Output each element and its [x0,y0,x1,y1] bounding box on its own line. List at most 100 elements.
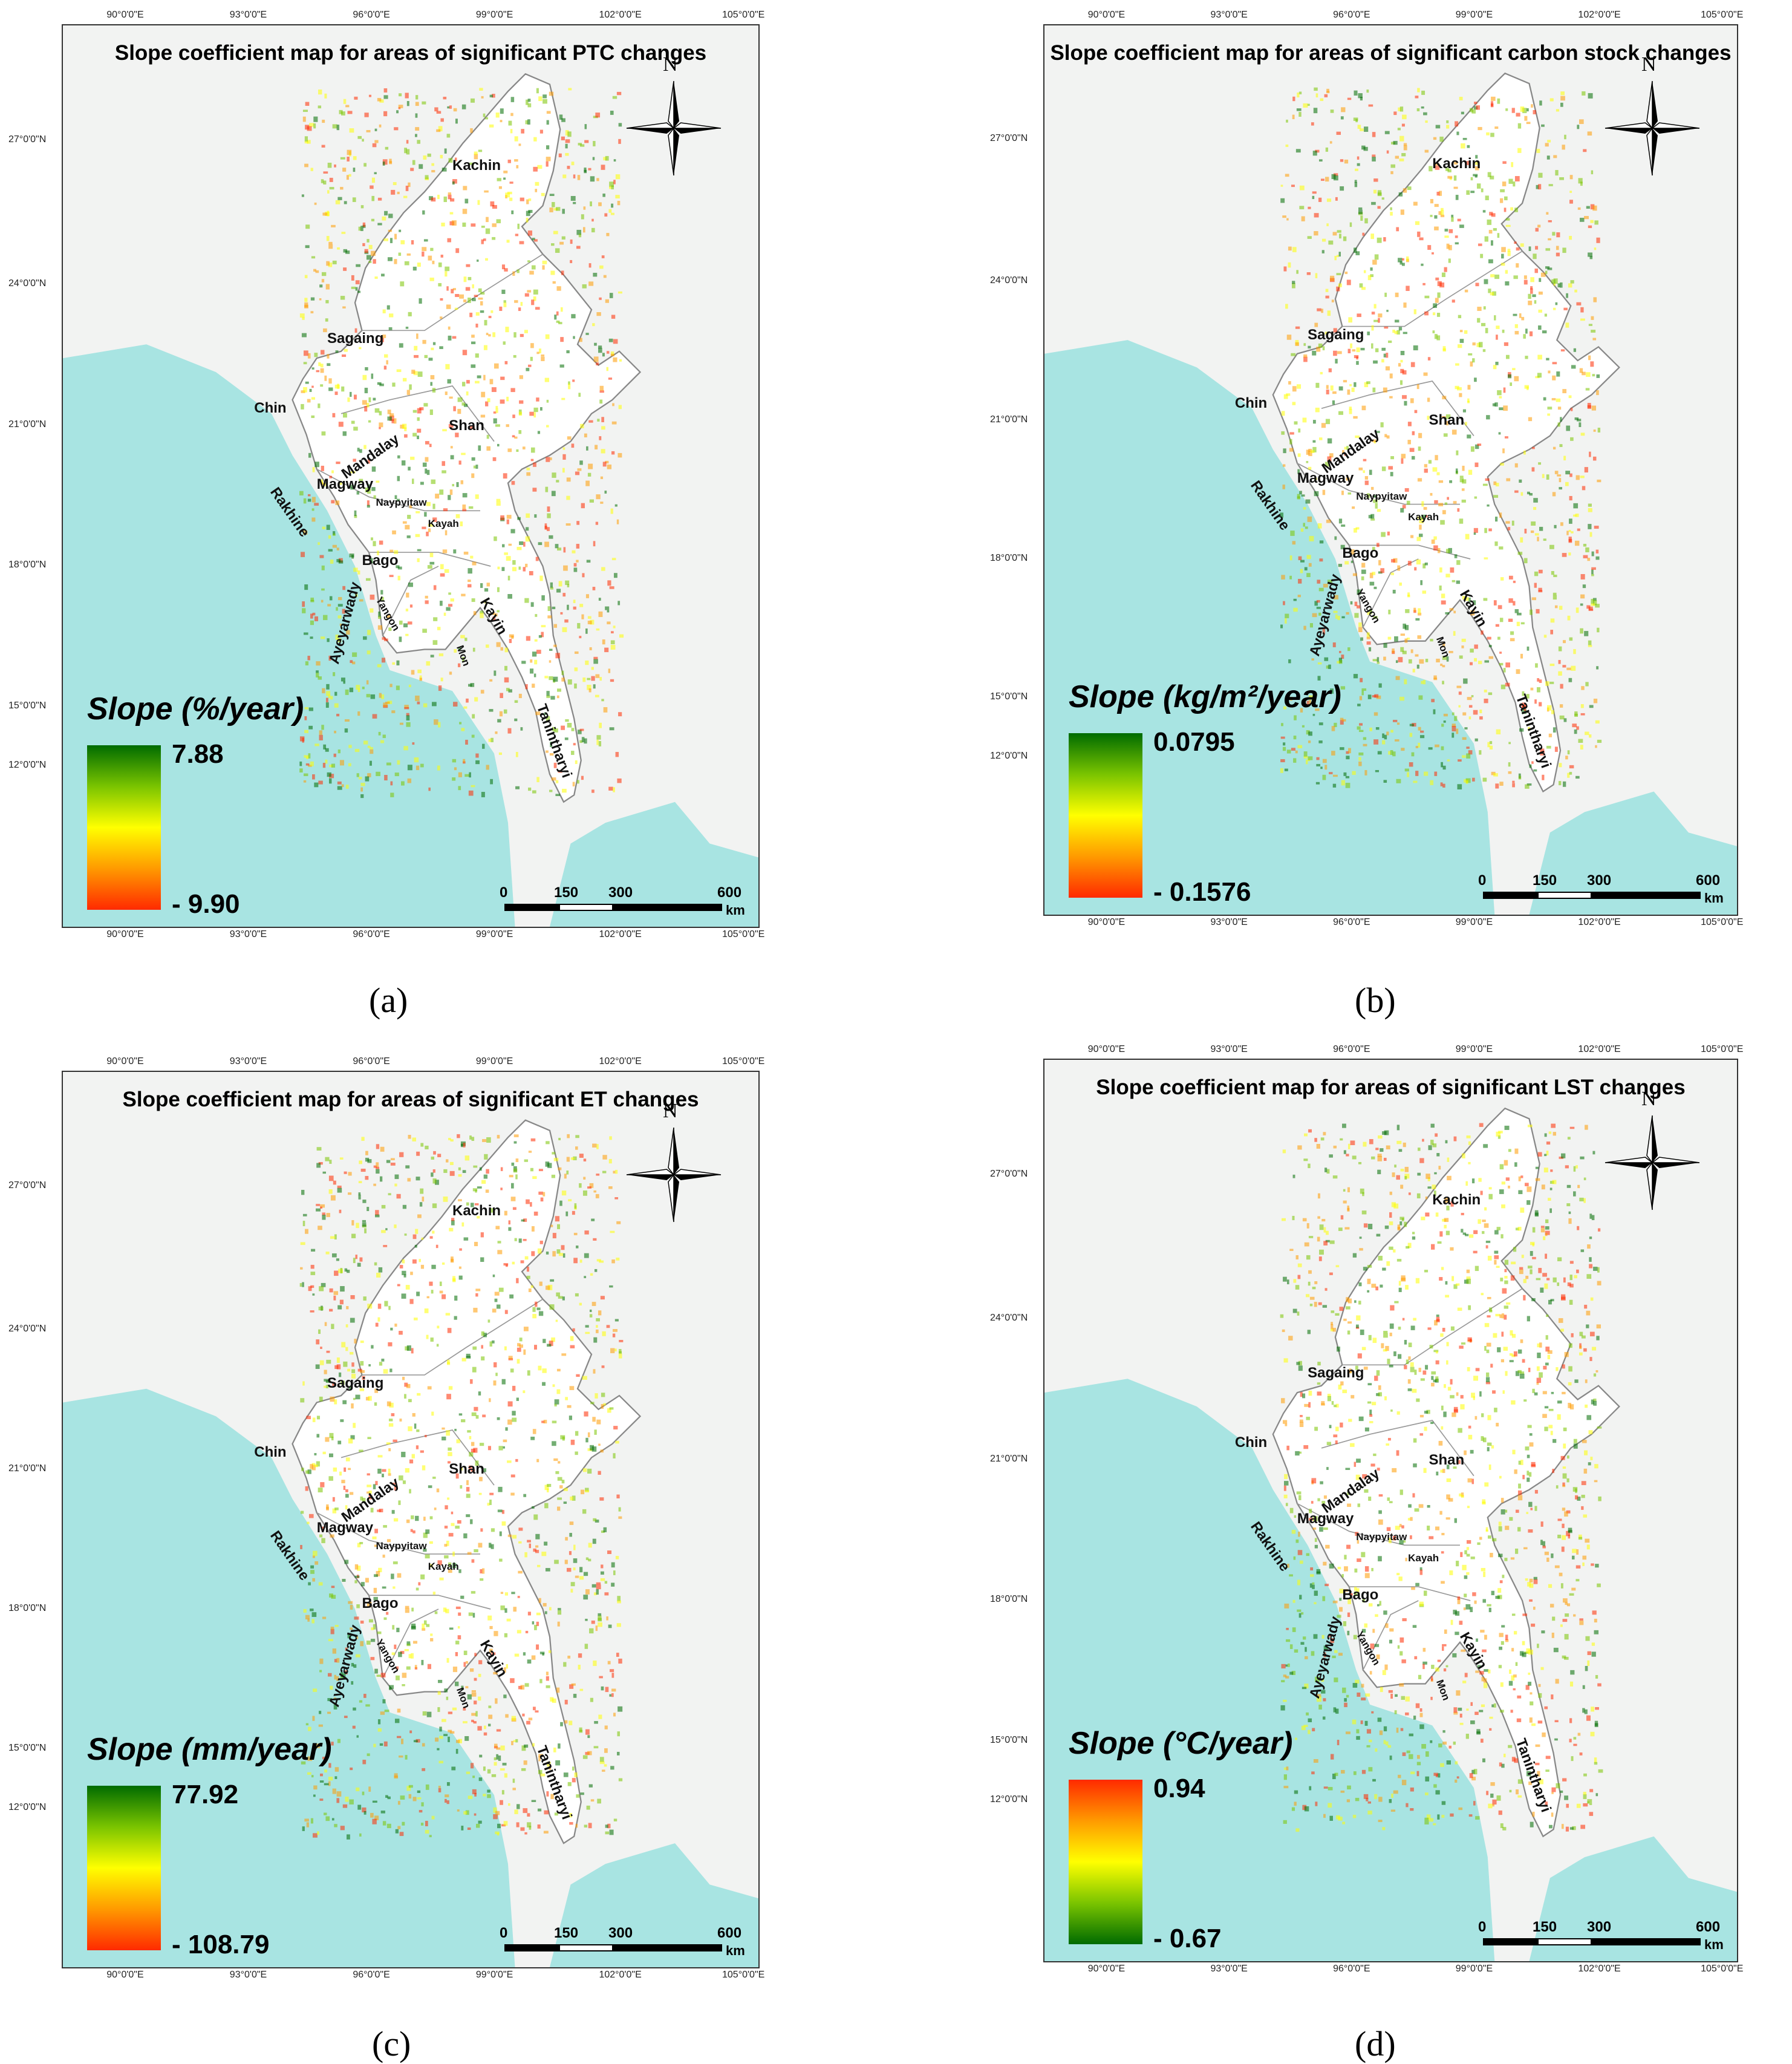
compass-rose-icon [1604,80,1701,177]
region-label-naypyitaw: Naypyitaw [376,497,427,509]
region-label-sagaing: Sagaing [327,330,383,347]
longitude-tick-label: 93°0'0"E [230,1056,267,1067]
latitude-tick-label: 24°0'0"N [990,1313,1028,1324]
longitude-tick-label: 105°0'0"E [1701,917,1743,928]
legend-title: Slope (°C/year) [1069,1725,1292,1762]
longitude-tick-label: 90°0'0"E [1088,10,1125,21]
longitude-tick-label: 105°0'0"E [722,10,764,21]
map-frame: Slope coefficient map for areas of signi… [1043,1059,1738,1962]
panel-caption: (b) [1355,980,1396,1021]
longitude-tick-label: 90°0'0"E [106,10,143,21]
latitude-tick-label: 12°0'0"N [8,1802,46,1813]
scale-unit: km [726,903,745,918]
latitude-tick-label: 27°0'0"N [8,134,46,145]
longitude-tick-label: 93°0'0"E [1210,1044,1247,1055]
longitude-tick-label: 96°0'0"E [1333,917,1370,928]
latitude-tick-label: 24°0'0"N [990,275,1028,286]
region-label-kayah: Kayah [428,518,459,530]
region-label-kachin: Kachin [452,157,501,174]
longitude-tick-label: 90°0'0"E [106,1056,143,1067]
latitude-tick-label: 21°0'0"N [8,419,46,430]
longitude-tick-label: 96°0'0"E [353,1056,389,1067]
map-frame: Slope coefficient map for areas of signi… [1043,24,1738,916]
latitude-tick-label: 12°0'0"N [990,1794,1028,1805]
compass-rose-icon [625,1126,722,1223]
scale-label: 600 [1696,872,1720,889]
longitude-tick-label: 93°0'0"E [1210,10,1247,21]
longitude-tick-label: 102°0'0"E [599,1056,641,1067]
region-label-naypyitaw: Naypyitaw [1356,491,1407,503]
region-label-bago: Bago [362,1595,399,1612]
longitude-tick-label: 90°0'0"E [106,1970,143,1981]
latitude-tick-label: 27°0'0"N [990,133,1028,144]
scale-label: 600 [1696,1919,1720,1936]
longitude-tick-label: 102°0'0"E [1578,917,1620,928]
longitude-tick-label: 99°0'0"E [476,929,513,940]
scale-unit: km [726,1943,745,1959]
legend-max-value: 0.94 [1153,1774,1205,1804]
longitude-tick-label: 102°0'0"E [1578,1964,1620,1974]
scale-segment [1537,1938,1592,1945]
longitude-tick-label: 90°0'0"E [1088,917,1125,928]
scale-unit: km [1704,1937,1724,1953]
longitude-tick-label: 99°0'0"E [1456,1964,1493,1974]
longitude-tick-label: 105°0'0"E [1701,1964,1743,1974]
region-label-magway: Magway [1297,1510,1354,1527]
legend-color-ramp [1069,1780,1142,1944]
legend-color-ramp [1069,733,1142,898]
scale-segment [1592,1938,1701,1945]
scale-segment [504,904,559,911]
legend-max-value: 0.0795 [1153,727,1235,757]
latitude-tick-label: 24°0'0"N [8,1324,46,1334]
longitude-tick-label: 90°0'0"E [1088,1964,1125,1974]
scale-label: 0 [1478,872,1486,889]
region-label-magway: Magway [317,1520,373,1537]
longitude-tick-label: 105°0'0"E [722,929,764,940]
scale-label: 150 [554,884,578,901]
region-label-shan: Shan [449,417,484,434]
legend-min-value: - 0.67 [1153,1924,1222,1954]
scale-label: 150 [1533,872,1557,889]
longitude-tick-label: 99°0'0"E [476,1970,513,1981]
scale-segment [1483,1938,1537,1945]
longitude-tick-label: 102°0'0"E [599,1970,641,1981]
scale-label: 150 [554,1925,578,1942]
scale-segment [1483,892,1537,899]
scale-label: 150 [1533,1919,1557,1936]
region-label-sagaing: Sagaing [1308,1365,1364,1382]
longitude-tick-label: 96°0'0"E [1333,1964,1370,1974]
region-label-kayah: Kayah [1408,1552,1439,1564]
legend-min-value: - 9.90 [172,889,240,919]
scale-label: 600 [717,884,741,901]
north-arrow: N [625,56,722,165]
region-label-chin: Chin [1235,1434,1267,1451]
latitude-tick-label: 27°0'0"N [990,1169,1028,1180]
region-label-bago: Bago [1342,545,1378,562]
scale-segment [559,904,613,911]
longitude-tick-label: 96°0'0"E [353,10,389,21]
legend-title: Slope (kg/m²/year) [1069,679,1341,715]
legend-min-value: - 0.1576 [1153,877,1251,907]
scale-label: 300 [1587,872,1611,889]
region-label-chin: Chin [254,400,286,417]
legend-title: Slope (mm/year) [87,1731,332,1768]
latitude-tick-label: 18°0'0"N [8,1603,46,1614]
scale-label: 300 [608,884,633,901]
legend-color-ramp [87,1786,161,1950]
longitude-tick-label: 102°0'0"E [599,929,641,940]
longitude-tick-label: 93°0'0"E [1210,1964,1247,1974]
latitude-tick-label: 21°0'0"N [990,1454,1028,1465]
region-label-naypyitaw: Naypyitaw [376,1540,427,1552]
scale-label: 300 [1587,1919,1611,1936]
latitude-tick-label: 15°0'0"N [990,1735,1028,1746]
scale-unit: km [1704,890,1724,906]
latitude-tick-label: 27°0'0"N [8,1180,46,1191]
north-label: N [663,53,678,76]
region-label-bago: Bago [1342,1587,1378,1604]
region-label-kachin: Kachin [1432,155,1481,172]
region-label-chin: Chin [254,1444,286,1461]
panel-caption: (a) [369,980,408,1021]
latitude-tick-label: 18°0'0"N [990,1594,1028,1605]
